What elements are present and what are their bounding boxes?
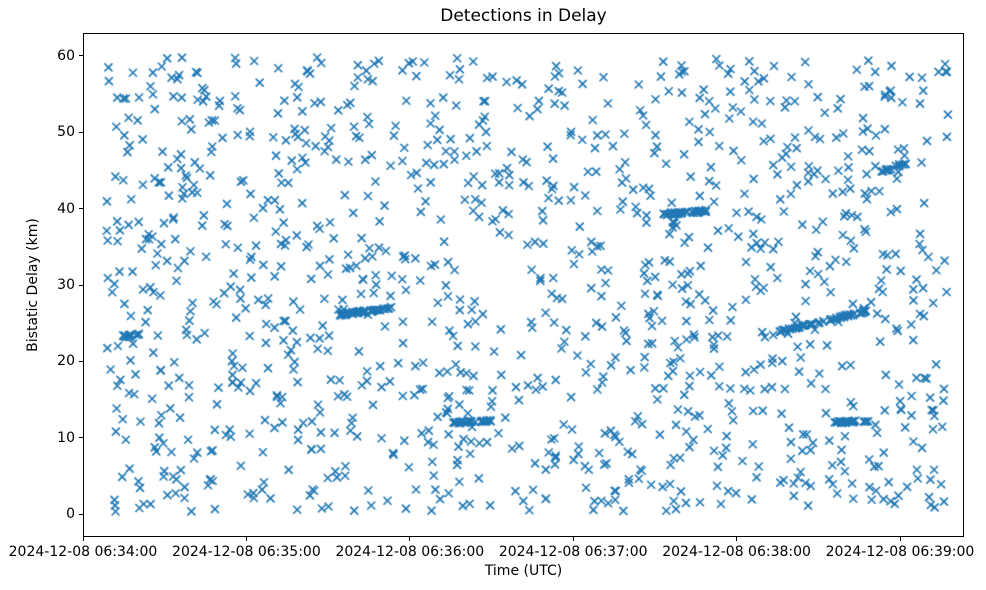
- y-tick-mark: [79, 284, 83, 286]
- y-tick-label: 20: [57, 353, 75, 370]
- y-tick-mark: [79, 131, 83, 133]
- y-tick-mark: [79, 208, 83, 210]
- y-axis-label: Bistatic Delay (km): [25, 218, 41, 352]
- y-tick-label: 40: [57, 200, 75, 217]
- chart-title: Detections in Delay: [440, 6, 607, 26]
- x-tick-label: 2024-12-08 06:39:00: [825, 544, 975, 560]
- y-tick-label: 60: [57, 47, 75, 64]
- x-tick-label: 2024-12-08 06:34:00: [8, 544, 158, 560]
- x-tick-mark: [409, 537, 411, 541]
- scatter-points-canvas: [84, 34, 965, 538]
- x-tick-label: 2024-12-08 06:35:00: [172, 544, 321, 560]
- x-tick-label: 2024-12-08 06:38:00: [662, 544, 811, 560]
- x-tick-mark: [82, 537, 84, 541]
- y-tick-mark: [79, 55, 83, 57]
- y-tick-label: 30: [57, 277, 75, 293]
- y-tick-mark: [79, 513, 83, 515]
- x-tick-label: 2024-12-08 06:37:00: [498, 544, 648, 560]
- x-axis-label: Time (UTC): [484, 563, 563, 579]
- x-tick-label: 2024-12-08 06:36:00: [335, 544, 485, 560]
- y-tick-label: 10: [57, 429, 75, 446]
- x-tick-mark: [899, 537, 901, 541]
- x-tick-mark: [736, 537, 738, 541]
- x-tick-mark: [572, 537, 574, 541]
- y-tick-mark: [79, 360, 83, 362]
- y-tick-label: 50: [57, 124, 75, 141]
- x-tick-mark: [245, 537, 247, 541]
- plot-area: [83, 33, 965, 538]
- y-tick-label: 0: [66, 506, 75, 523]
- y-tick-mark: [79, 437, 83, 439]
